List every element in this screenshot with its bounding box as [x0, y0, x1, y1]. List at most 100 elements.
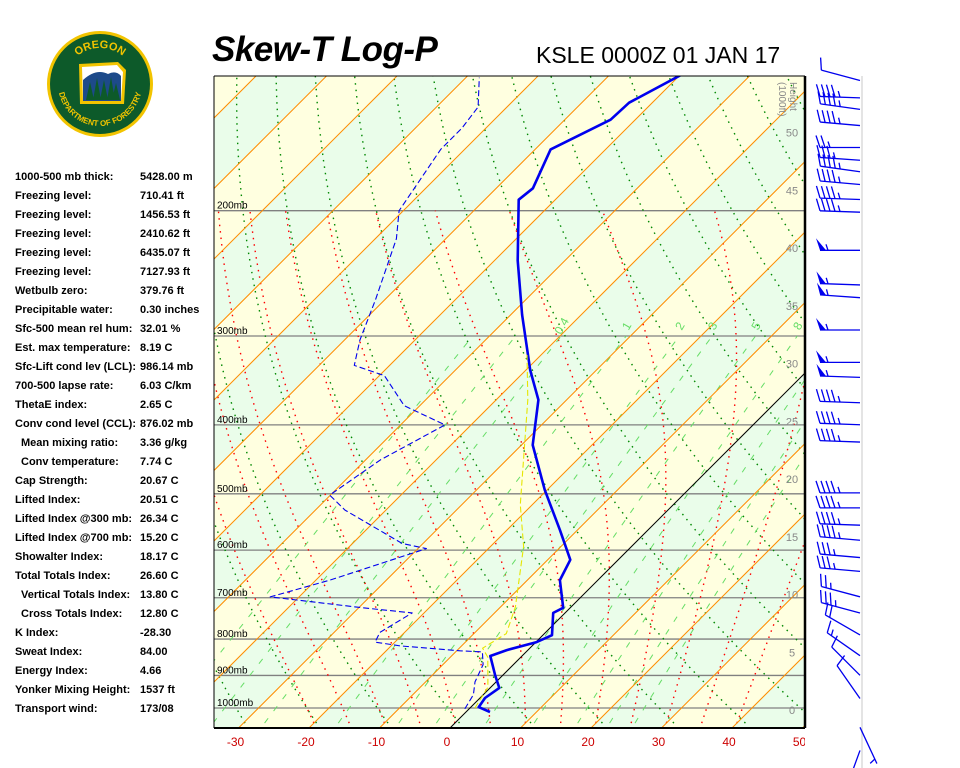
wind-barb-half: [825, 289, 829, 296]
stat-label: Vertical Totals Index:: [21, 589, 131, 601]
wind-barb-half: [837, 90, 841, 98]
wind-barb-shaft: [821, 585, 861, 598]
stat-value: 32.01 %: [140, 323, 181, 335]
wind-barb-full: [816, 168, 821, 182]
stat-row: Wetbulb zero: 379.76 ft: [15, 282, 215, 301]
wind-barb-full: [821, 145, 826, 158]
isotherm-line: [214, 76, 327, 190]
stat-label: Freezing level:: [15, 228, 92, 240]
wind-barb-full: [826, 110, 831, 124]
wind-barb-full: [830, 84, 836, 98]
pressure-label: 1000mb: [217, 698, 254, 709]
temperature-band: [0, 76, 186, 728]
stat-label: Conv cond level (CCL):: [15, 418, 137, 430]
wind-barb-half: [837, 176, 841, 183]
wind-barb-shaft: [820, 375, 861, 379]
wind-barb-half: [825, 277, 829, 285]
wind-barb-shaft: [859, 727, 878, 764]
isotherm-line: [214, 76, 468, 331]
wind-barb-shaft: [826, 632, 861, 657]
pressure-label: 200mb: [217, 201, 248, 212]
wind-barb: [816, 363, 861, 379]
moist-adiabat: [508, 210, 610, 724]
wind-barb-full: [824, 575, 827, 588]
zero-isotherm: [449, 372, 805, 728]
wind-barb-pennant: [816, 350, 826, 363]
pressure-label: 500mb: [217, 484, 248, 495]
mixing-ratio-line: [264, 335, 562, 724]
isotherm-line: [520, 442, 805, 728]
wind-barb-full: [830, 186, 836, 199]
stat-row: ThetaE index: 2.65 C: [15, 396, 215, 415]
oregon-department-of-forestry-logo: OREGON DEPARTMENT OF FORESTRY: [46, 30, 154, 138]
wind-barb-full: [821, 524, 826, 538]
wind-barb-half: [837, 486, 841, 494]
wind-barb-full: [831, 635, 838, 648]
wind-barb: [816, 555, 861, 573]
x-tick-label: 10: [511, 735, 525, 749]
stat-value: 2410.62 ft: [140, 228, 191, 240]
stat-row: Freezing level: 710.41 ft: [15, 187, 215, 206]
wind-barb-full: [825, 411, 831, 424]
wind-barb-full: [820, 84, 826, 97]
stat-label: Lifted Index @300 mb:: [15, 513, 133, 525]
dry-adiabat: [214, 325, 389, 724]
wind-barb-full: [827, 92, 831, 106]
wind-barb-full: [831, 110, 836, 124]
wind-barb-full: [820, 185, 826, 199]
wind-barb-full: [832, 155, 836, 169]
wind-barb: [815, 411, 861, 426]
wetbulb-profile-line: [474, 354, 529, 709]
stat-label: Energy Index:: [15, 665, 88, 677]
isotherm-line: [0, 76, 186, 728]
dry-adiabat: [814, 53, 960, 723]
stat-row: Est. max temperature: 8.19 C: [15, 339, 215, 358]
stat-row: Sfc-Lift cond lev (LCL): 986.14 mb: [15, 358, 215, 377]
isotherm-line: [238, 160, 805, 728]
wind-barb-full: [827, 155, 831, 168]
isotherm-line: [214, 76, 398, 260]
wind-barb-full: [816, 524, 821, 537]
wind-barb: [816, 524, 861, 541]
wind-barb-full: [825, 186, 831, 199]
wind-barb-full: [825, 495, 831, 509]
wind-barb-half: [825, 369, 829, 377]
sounding-indices-panel: 1000-500 mb thick: 5428.00 m Freezing leve…: [15, 168, 215, 719]
stat-value: 173/08: [140, 703, 174, 715]
wind-barb-full: [825, 428, 831, 442]
stat-value: 986.14 mb: [140, 361, 194, 373]
stat-value: 6.03 C/km: [140, 380, 192, 392]
wind-barb-full: [816, 555, 821, 569]
wind-barb-full: [819, 573, 823, 587]
wind-barb-full: [817, 91, 822, 104]
wind-barb: [815, 480, 860, 494]
wind-barb-half: [830, 629, 834, 636]
temperature-band: [214, 91, 805, 728]
stat-row: Conv temperature: 7.74 C: [15, 453, 215, 472]
wind-barb-shaft: [820, 197, 861, 201]
wind-barb-half: [869, 758, 876, 764]
wind-barb-shaft: [820, 536, 861, 541]
height-label: 35: [786, 301, 798, 313]
wind-barb: [815, 389, 861, 404]
wind-barb: [816, 282, 861, 299]
wind-barb: [826, 620, 861, 657]
wind-barb-full: [815, 185, 821, 199]
height-axis-unit: (1000ft): [776, 82, 787, 116]
wind-barb-full: [821, 168, 826, 182]
wind-barb-full: [832, 93, 836, 107]
wind-barb: [815, 495, 860, 509]
wind-barb: [831, 635, 861, 676]
wind-barb-full: [826, 169, 831, 183]
stat-row: Lifted Index @300 mb: 26.34 C: [15, 510, 215, 529]
dry-adiabat: [353, 76, 675, 724]
wind-barb: [815, 185, 861, 201]
height-label: 45: [786, 185, 798, 197]
stat-row: Freezing level: 1456.53 ft: [15, 206, 215, 225]
wind-barb: [816, 318, 860, 331]
moist-adiabat: [434, 210, 565, 724]
wind-barb-full: [816, 541, 821, 555]
dry-adiabat: [628, 76, 805, 391]
isotherm-line: [214, 76, 609, 472]
wind-barb-half: [825, 356, 829, 363]
